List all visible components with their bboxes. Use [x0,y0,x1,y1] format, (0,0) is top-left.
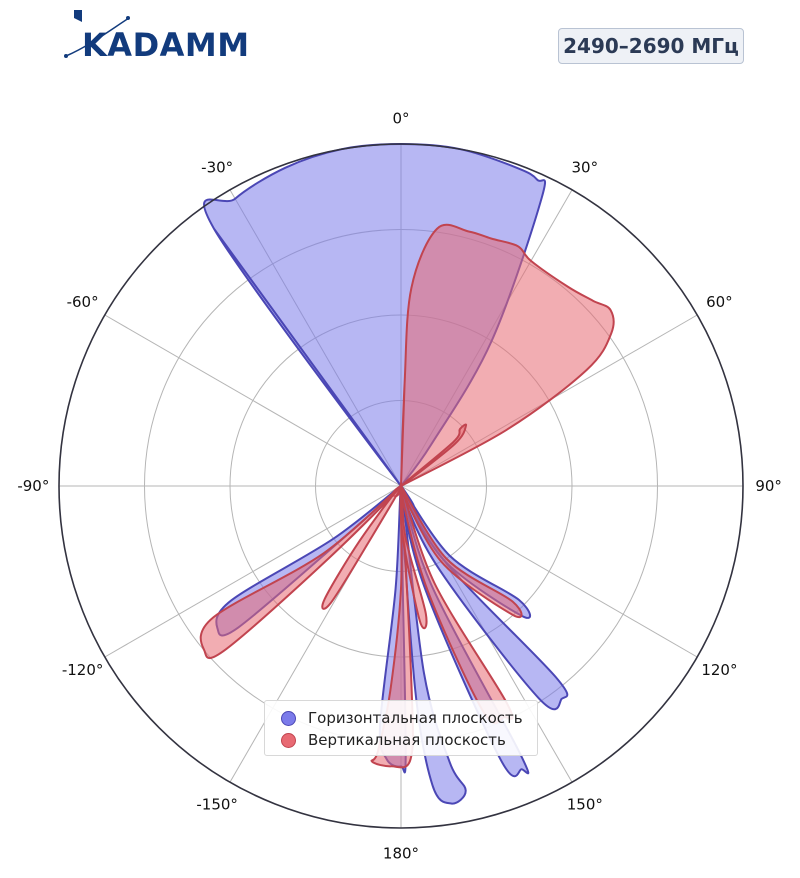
theta-tick-label-11: -30° [201,159,233,177]
lobe-vertical-3 [370,482,415,769]
theta-tick-label-8: -120° [62,661,104,679]
theta-tick-label-7: -150° [196,795,238,813]
logo-flag [74,10,82,22]
logo-dot-left [64,54,68,58]
grid-spoke-10 [104,314,402,487]
logo-dot-right [126,16,130,20]
legend: Горизонтальная плоскость Вертикальная пл… [264,700,538,756]
series-vertical [199,223,615,769]
lobe-vertical-5 [399,484,523,619]
theta-tick-label-6: 180° [383,845,419,863]
logo-text: KADAMM [82,26,250,64]
polar-frame [58,143,744,829]
theta-tick-label-3: 90° [755,477,782,495]
logo-swoosh [65,17,130,57]
legend-item-vertical: Вертикальная плоскость [275,729,527,751]
lobe-vertical-7 [321,484,403,610]
legend-item-horizontal: Горизонтальная плоскость [275,707,527,729]
lobe-vertical-2 [399,423,468,488]
lobe-vertical-8 [199,484,403,659]
kadamm-logo: KADAMM [64,6,264,64]
theta-tick-labels: 0° 30° 60° 90° 120° 150° 180° -150° -120° -90° -60… [17,109,782,862]
theta-tick-label-10: -60° [67,293,99,311]
theta-tick-label-9: -90° [17,477,49,495]
frequency-badge: 2490–2690 МГц [558,28,744,64]
theta-tick-label-5: 150° [567,795,603,813]
series-layer [199,143,615,805]
logo-graphic: KADAMM [64,10,250,64]
legend-label-vertical: Вертикальная плоскость [308,731,506,749]
theta-tick-label-1: 30° [572,159,599,177]
grid-spoke-4 [400,485,698,658]
legend-marker-vertical [281,732,296,748]
legend-marker-horizontal [281,710,296,726]
lobe-vertical-6 [399,485,428,630]
theta-tick-label-0: 0° [392,109,409,127]
legend-label-horizontal: Горизонтальная плоскость [308,709,523,727]
theta-tick-label-2: 60° [706,293,733,311]
theta-tick-label-4: 120° [701,661,737,679]
grid-spoke-8 [104,485,402,658]
lobe-vertical-main [392,223,615,497]
